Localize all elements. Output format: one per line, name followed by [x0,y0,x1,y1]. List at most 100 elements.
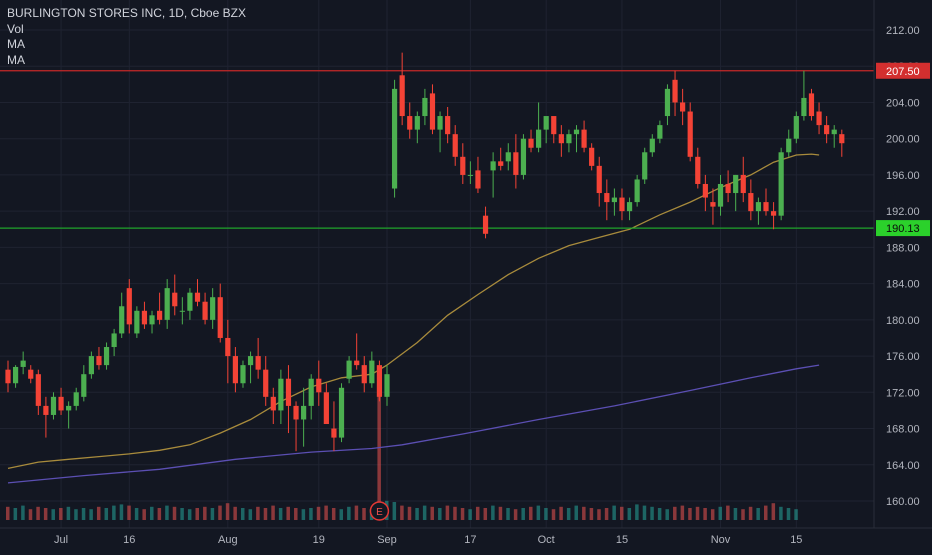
time-tick-label: 16 [123,534,135,546]
symbol-title[interactable]: BURLINGTON STORES INC, 1D, Cboe BZX [7,6,246,20]
ma-indicator-label-1[interactable]: MA [7,37,25,51]
candle-body [717,183,724,207]
earnings-marker-layer[interactable]: E [369,501,390,521]
volume-bar [438,508,442,520]
candle-body [202,301,208,320]
volume-bar [513,509,518,520]
candle-body [164,288,170,320]
volume-bar [187,509,192,520]
candle-body [331,428,337,438]
candle-body [831,129,837,135]
price-lines[interactable] [0,70,874,229]
candle-body [12,366,19,384]
volume-bar [74,509,78,520]
candle-body [399,75,405,117]
candle-body [240,365,246,384]
volume-bar [703,508,707,520]
volume-bar [619,506,624,520]
candle-body [611,197,617,203]
volume-bar [483,508,488,520]
earnings-marker[interactable] [369,501,390,521]
price-tick-label: 176.00 [886,351,920,363]
volume-bar [218,505,222,520]
candle-body [816,111,822,126]
candle-body [88,356,94,375]
volume-bar [491,505,495,520]
time-tick-label: Nov [711,534,731,546]
candle-body [103,347,110,366]
candle-body [437,116,443,130]
candle-body [460,156,466,175]
volume-bar [157,508,162,520]
price-axis[interactable]: 212.00208.00204.00200.00196.00192.00188.… [873,0,932,550]
candle-body [35,374,41,406]
resistance-price-label: 207.50 [886,66,920,78]
volume-bar [407,506,412,520]
volume-bar [104,508,109,520]
price-tick-label: 188.00 [886,242,920,254]
candle-body [551,116,557,135]
volume-bar [506,508,510,520]
candle-body [824,125,830,135]
time-tick-label: 15 [790,534,802,546]
time-tick-label: Jul [54,534,68,546]
volume-bar [453,506,457,520]
volume-bar [475,506,480,520]
candle-body [733,174,739,194]
price-tick-label: 200.00 [886,134,920,146]
time-tick-label: 17 [464,534,476,546]
candle-body [263,369,269,397]
candle-body [270,396,276,411]
volume-bar [559,506,563,520]
time-axis[interactable]: Jul 16 Aug 19 Sep 17 Oct 15 Nov 15 [0,527,932,546]
volume-indicator-label[interactable]: Vol [7,21,24,36]
volume-bar [536,505,541,520]
volume-bar [786,508,791,520]
volume-bar [673,506,677,520]
candle-body [558,134,564,144]
candle-body [619,197,625,212]
volume-bar [225,503,230,520]
volume-bar [748,506,753,520]
candle-body [680,102,686,112]
volume-bar [741,509,745,520]
volume-bar [43,508,48,520]
candle-body [126,288,132,325]
candle-body [566,134,572,144]
volume-bar [271,505,275,520]
candle-body [308,378,314,406]
volume-bar [165,505,169,520]
resistance-price-badge[interactable] [876,62,930,79]
volume-bar [597,509,601,520]
candle-body [536,129,542,148]
volume-bar [460,508,465,520]
candle-body [710,202,716,207]
volume-bar [498,506,503,520]
candle-body [338,387,345,438]
candle-body [134,310,140,334]
volume-bar [544,508,548,520]
candle-body [384,374,390,397]
candle-body [179,310,185,312]
candle-body [50,396,57,415]
candle-body [422,97,428,117]
support-price-badge[interactable] [876,220,930,237]
candle-body [316,378,322,393]
volume-bar [21,505,25,520]
ma-slow-layer [7,364,820,484]
volume-bar [445,505,450,520]
volume-bar [294,508,298,520]
price-tick-label: 180.00 [886,315,920,327]
ma-indicator-label-2[interactable]: MA [7,52,25,67]
volume-bar [642,505,647,520]
volume-bar [180,508,184,520]
candle-body [520,138,527,175]
candle-body [376,365,383,397]
volume-bar [13,508,18,520]
volume-bar [604,508,609,520]
candle-body [589,147,595,166]
volume-bar [680,505,685,520]
candle-body [346,360,352,379]
